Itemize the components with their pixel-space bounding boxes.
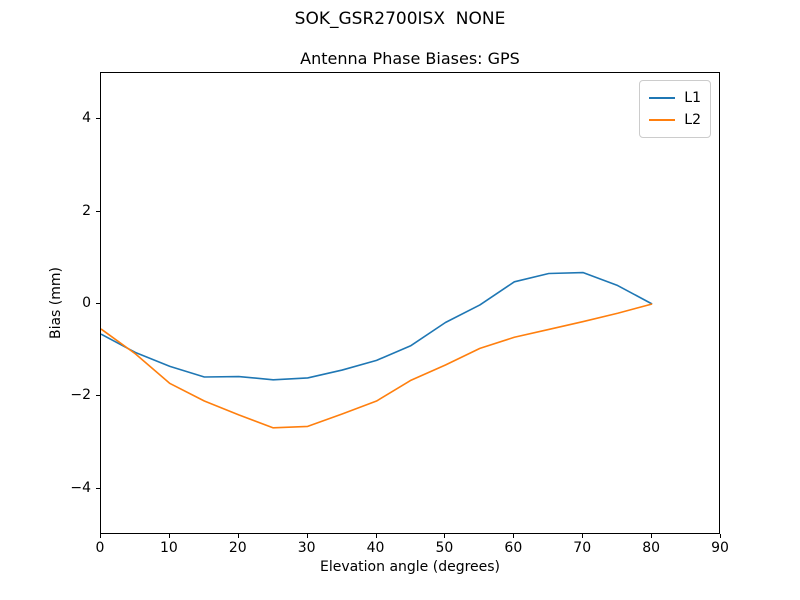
x-tick-mark: [582, 534, 584, 538]
legend-label-l2: L2: [684, 112, 701, 128]
y-tick-mark: [96, 118, 100, 120]
x-tick-label: 20: [228, 540, 247, 556]
x-tick-label: 70: [573, 540, 592, 556]
y-tick-label: 2: [82, 202, 91, 219]
y-tick-mark: [96, 303, 100, 304]
x-tick-label: 30: [297, 540, 316, 556]
x-tick-label: 40: [366, 540, 385, 556]
x-tick-label: 0: [95, 540, 105, 556]
x-tick-label: 60: [504, 540, 523, 556]
legend-line-l1: [649, 97, 676, 99]
figure-suptitle: SOK_GSR2700ISX NONE: [294, 9, 506, 29]
x-tick-mark: [100, 534, 101, 538]
y-tick-label: −4: [70, 479, 91, 496]
line-l1: [101, 271, 653, 381]
x-axis-label: Elevation angle (degrees): [319, 559, 501, 575]
x-tick-mark: [513, 534, 515, 538]
legend-item-l2: L2: [649, 109, 701, 131]
y-tick-label: 4: [82, 110, 91, 127]
legend: L1 L2: [639, 80, 711, 138]
x-tick-mark: [237, 534, 239, 538]
y-tick-label: −2: [70, 387, 91, 404]
x-tick-label: 90: [711, 540, 729, 556]
y-axis-label: Bias (mm): [48, 266, 64, 340]
x-tick-mark: [306, 534, 308, 538]
x-tick-mark: [168, 534, 170, 538]
chart-lines-canvas: [101, 271, 653, 429]
y-tick-mark: [96, 487, 100, 489]
x-tick-mark: [444, 534, 446, 538]
legend-line-l2: [649, 119, 676, 121]
x-tick-mark: [720, 534, 721, 538]
legend-item-l1: L1: [649, 87, 701, 109]
line-l2: [101, 303, 653, 429]
x-tick-mark: [651, 534, 653, 538]
y-tick-mark: [96, 210, 100, 212]
x-tick-label: 80: [642, 540, 661, 556]
y-tick-mark: [96, 395, 100, 397]
x-tick-mark: [375, 534, 377, 538]
plot-area: L1 L2: [100, 72, 720, 534]
y-tick-label: 0: [82, 295, 91, 311]
x-tick-label: 50: [435, 540, 454, 556]
x-tick-label: 10: [159, 540, 178, 556]
legend-label-l1: L1: [684, 90, 701, 106]
axes-title: Antenna Phase Biases: GPS: [300, 49, 520, 68]
